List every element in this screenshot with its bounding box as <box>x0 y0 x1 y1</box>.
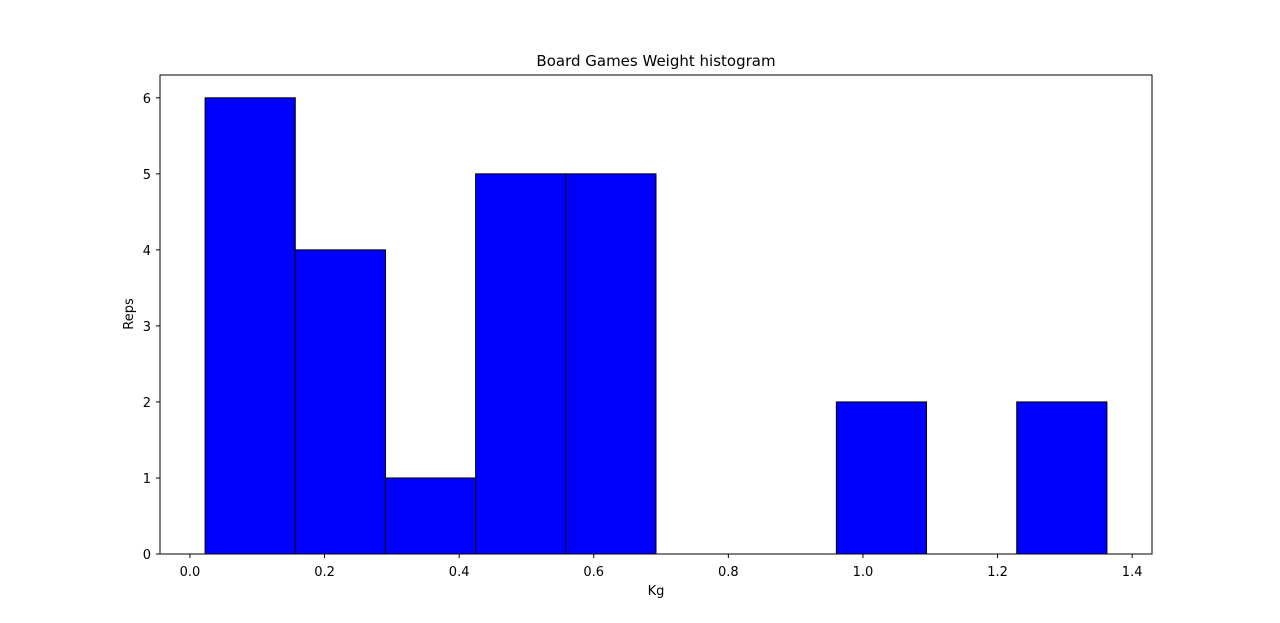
x-tick-label: 1.2 <box>987 565 1008 580</box>
x-axis-ticks: 0.0 0.2 0.4 0.6 0.8 1.0 1.2 1.4 <box>180 554 1143 580</box>
y-tick-label: 4 <box>143 244 151 259</box>
y-tick-label: 2 <box>143 396 151 411</box>
y-axis-label: Reps <box>122 298 137 330</box>
x-tick-label: 0.0 <box>180 565 201 580</box>
x-tick-label: 0.2 <box>314 565 335 580</box>
histogram-bar <box>294 249 386 555</box>
y-tick-label: 5 <box>143 168 151 183</box>
y-tick-label: 1 <box>143 472 151 487</box>
y-tick-label: 6 <box>143 92 151 107</box>
histogram-bar <box>384 477 477 555</box>
histogram-bar <box>475 173 567 555</box>
x-tick-label: 1.4 <box>1122 565 1143 580</box>
histogram-bar <box>204 97 296 555</box>
x-tick-label: 1.0 <box>853 565 874 580</box>
y-tick-label: 0 <box>143 548 151 563</box>
bars-group <box>204 97 1108 555</box>
x-axis-label: Kg <box>648 584 665 599</box>
histogram-bar <box>1016 401 1108 555</box>
histogram-bar <box>835 401 928 555</box>
plot-frame <box>159 74 1153 555</box>
x-tick-label: 0.6 <box>583 565 604 580</box>
x-tick-label: 0.4 <box>449 565 470 580</box>
histogram-bar <box>565 173 657 555</box>
y-tick-label: 3 <box>143 320 151 335</box>
chart-title: Board Games Weight histogram <box>536 52 775 70</box>
y-axis-ticks: 0 1 2 3 4 5 6 <box>143 92 160 563</box>
x-tick-label: 0.8 <box>718 565 739 580</box>
